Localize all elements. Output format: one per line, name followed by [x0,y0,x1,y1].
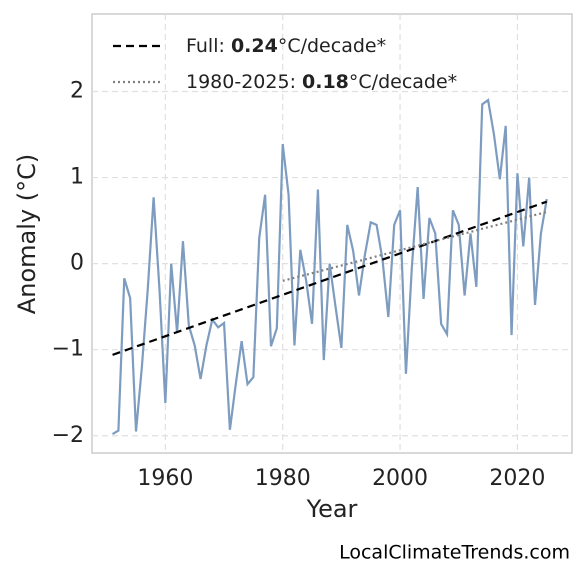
legend-label: 1980-2025: 0.18°C/decade* [186,71,457,93]
legend-text-part: °C/decade* [349,71,457,93]
series-line [111,98,548,436]
legend-text-part: 0.24 [231,35,278,57]
legend-text-part: Full: [186,35,231,57]
x-tick-label: 1960 [137,466,193,491]
y-axis-label: Anomaly (°C) [13,154,41,314]
legend-text-part: 1980-2025: [186,71,302,93]
y-tick-label: −1 [52,337,84,362]
y-tick-label: 0 [70,251,84,276]
x-tick-label: 2020 [489,466,545,491]
y-tick-label: 2 [70,78,84,103]
series-line [282,210,548,282]
legend-text-part: °C/decade* [278,35,386,57]
y-tick-label: 1 [70,165,84,190]
legend-text-part: 0.18 [302,71,349,93]
x-tick-label: 2000 [372,466,428,491]
series-line [112,200,548,356]
legend-label: Full: 0.24°C/decade* [186,35,386,57]
y-tick-label: −2 [52,423,84,448]
x-tick-label: 1980 [255,466,311,491]
x-axis-label: Year [306,495,358,523]
plot-frame [91,13,573,454]
watermark: LocalClimateTrends.com [339,542,570,564]
